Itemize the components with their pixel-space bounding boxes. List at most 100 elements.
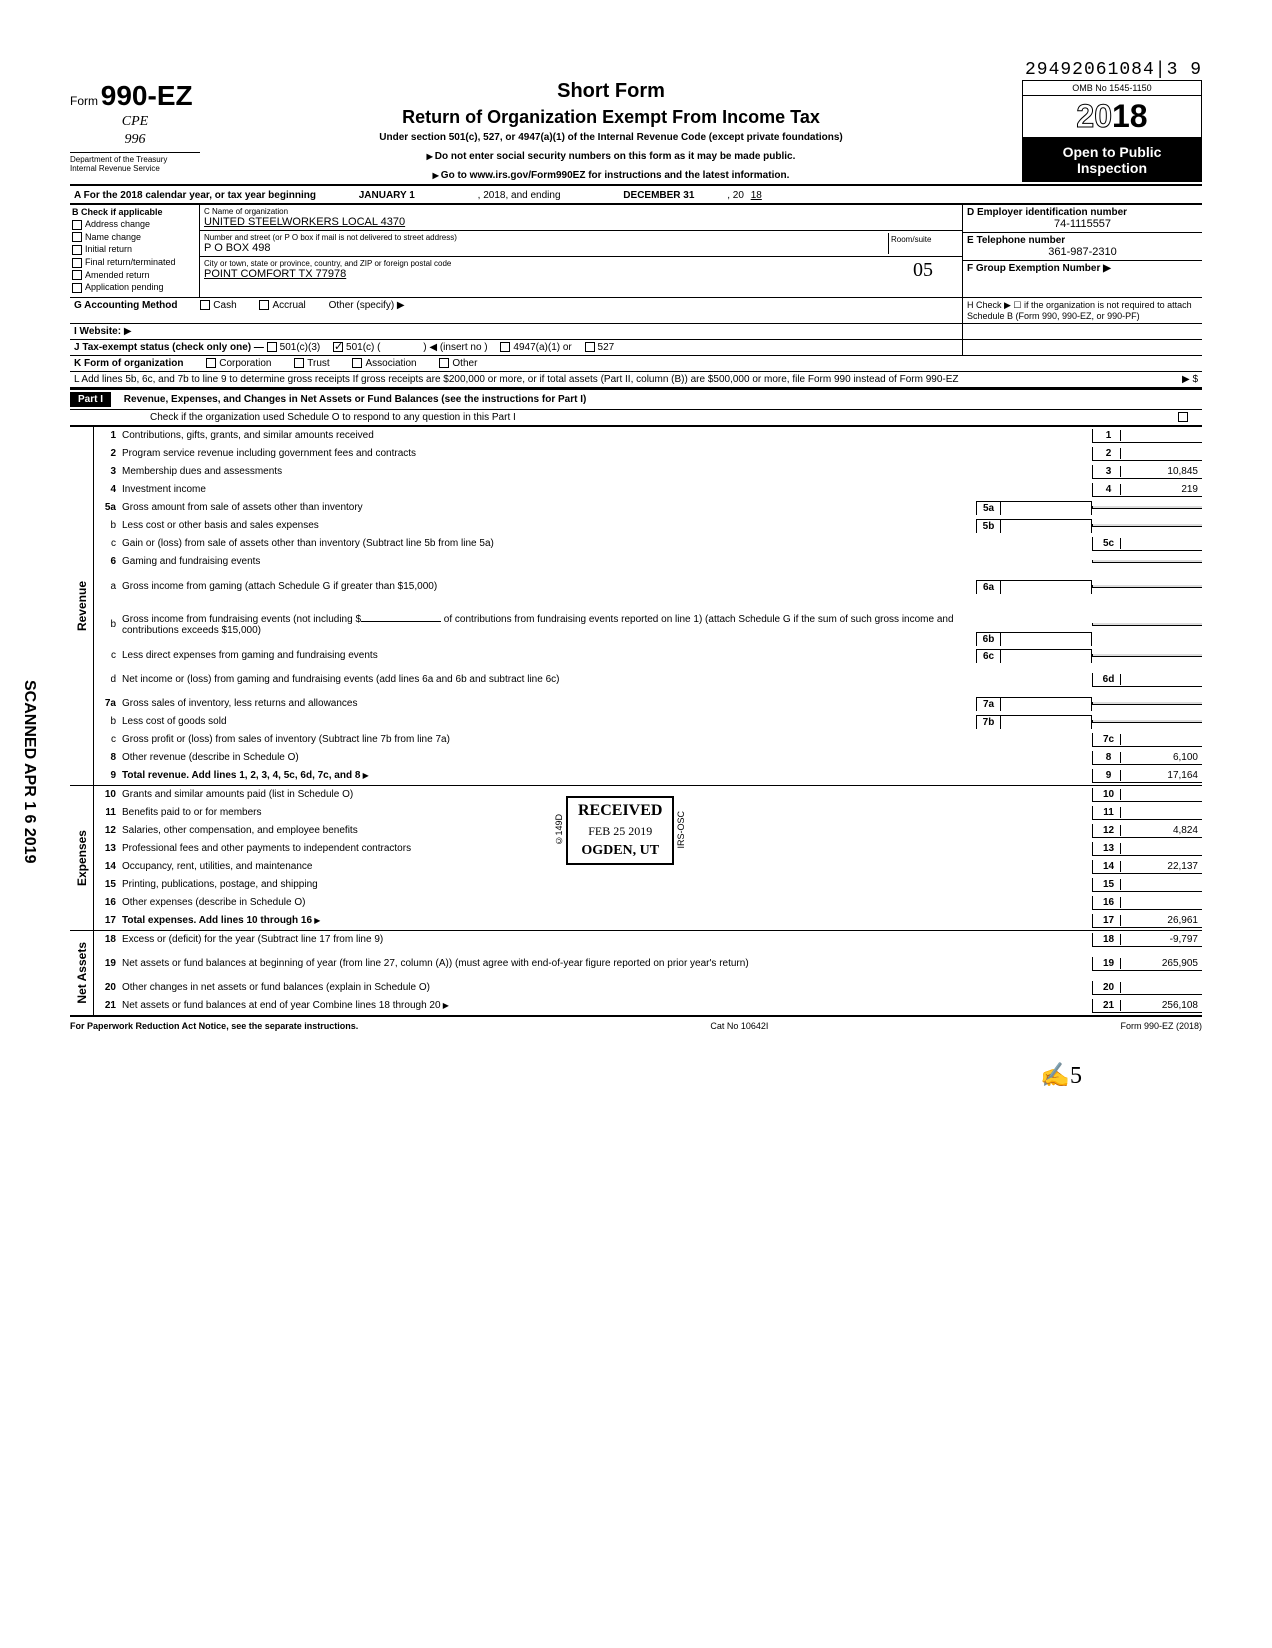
netassets-label: Net Assets: [70, 931, 94, 1015]
lbl-address: Address change: [85, 219, 150, 229]
chk-cash[interactable]: [200, 300, 210, 310]
col-b-header: B Check if applicable: [72, 207, 197, 217]
signature-mark: ✍5: [70, 1061, 1202, 1090]
chk-501c3[interactable]: [267, 342, 277, 352]
expenses-label: Expenses: [70, 786, 94, 930]
line-l: L Add lines 5b, 6c, and 7b to line 9 to …: [70, 372, 1052, 387]
chk-assoc[interactable]: [352, 358, 362, 368]
l8-text: Other revenue (describe in Schedule O): [122, 752, 1092, 763]
return-title: Return of Organization Exempt From Incom…: [210, 107, 1012, 128]
chk-other-org[interactable]: [439, 358, 449, 368]
l4-amt: 219: [1121, 484, 1198, 495]
l6a-text: Gross income from gaming (attach Schedul…: [122, 581, 976, 592]
chk-accrual[interactable]: [259, 300, 269, 310]
line-h: H Check ▶ ☐ if the organization is not r…: [962, 298, 1202, 323]
part1-title: Revenue, Expenses, and Changes in Net As…: [124, 394, 587, 405]
ssn-warning-text: Do not enter social security numbers on …: [435, 151, 796, 162]
l2-text: Program service revenue including govern…: [122, 448, 1092, 459]
chk-501c[interactable]: [333, 342, 343, 352]
tax-year: 2018: [1022, 96, 1202, 138]
footer: For Paperwork Reduction Act Notice, see …: [70, 1021, 1202, 1031]
lbl-other-org: Other: [452, 358, 477, 369]
stamp-number: 29492061084|3 9: [70, 60, 1202, 80]
l4-text: Investment income: [122, 484, 1092, 495]
l8-amt: 6,100: [1121, 752, 1198, 763]
goto-instr: Go to www.irs.gov/Form990EZ for instruct…: [210, 170, 1012, 181]
lbl-name: Name change: [85, 232, 141, 242]
phone-label: E Telephone number: [967, 235, 1198, 246]
stamp-side-r: IRS-OSC: [676, 811, 686, 849]
chk-527[interactable]: [585, 342, 595, 352]
chk-amended[interactable]: [72, 270, 82, 280]
lbl-501c: 501(c) (: [346, 342, 380, 353]
l20-text: Other changes in net assets or fund bala…: [122, 982, 1092, 993]
year-outline: 20: [1076, 98, 1112, 134]
cpe-mark2: 996: [70, 132, 200, 148]
year-solid: 18: [1112, 98, 1148, 134]
l1-amt: [1121, 430, 1198, 441]
l17-amt: 26,961: [1121, 915, 1198, 926]
right-box: OMB No 1545-1150 2018 Open to Public Ins…: [1022, 80, 1202, 182]
lbl-assoc: Association: [365, 358, 416, 369]
lbl-insert: ) ◀ (insert no ): [423, 342, 487, 353]
form-number: 990-EZ: [101, 80, 193, 111]
chk-initial[interactable]: [72, 245, 82, 255]
l6d-text: Net income or (loss) from gaming and fun…: [122, 674, 1092, 685]
l3-amt: 10,845: [1121, 466, 1198, 477]
ein-val: 74-1115557: [967, 218, 1198, 230]
form-prefix: Form: [70, 94, 98, 108]
revenue-label: Revenue: [70, 427, 94, 785]
goto-text: Go to www.irs.gov/Form990EZ for instruct…: [441, 170, 790, 181]
line-a-mid: , 2018, and ending: [478, 190, 561, 201]
chk-address[interactable]: [72, 220, 82, 230]
chk-name[interactable]: [72, 232, 82, 242]
l21-amt: 256,108: [1121, 1000, 1198, 1011]
l5c-text: Gain or (loss) from sale of assets other…: [122, 538, 1092, 549]
hw-05: 05: [888, 259, 958, 282]
lbl-accrual: Accrual: [272, 300, 305, 311]
lbl-final: Final return/terminated: [85, 257, 176, 267]
omb-number: OMB No 1545-1150: [1022, 80, 1202, 96]
chk-4947[interactable]: [500, 342, 510, 352]
lbl-initial: Initial return: [85, 244, 132, 254]
cpe-mark: CPE: [70, 114, 200, 130]
lbl-527: 527: [598, 342, 615, 353]
chk-final[interactable]: [72, 258, 82, 268]
chk-corp[interactable]: [206, 358, 216, 368]
l21-text: Net assets or fund balances at end of ye…: [122, 1000, 1092, 1011]
l5a-text: Gross amount from sale of assets other t…: [122, 502, 976, 513]
street-label: Number and street (or P O box if mail is…: [204, 233, 888, 242]
subtitle: Under section 501(c), 527, or 4947(a)(1)…: [210, 132, 1012, 143]
chk-trust[interactable]: [294, 358, 304, 368]
l6-text: Gaming and fundraising events: [122, 556, 1092, 567]
received-r2: FEB 25 2019: [578, 824, 662, 839]
part1-check: Check if the organization used Schedule …: [150, 412, 1178, 423]
footer-mid: Cat No 10642I: [710, 1021, 768, 1031]
short-form-title: Short Form: [210, 80, 1012, 103]
col-d: D Employer identification number 74-1115…: [962, 205, 1202, 297]
l7c-text: Gross profit or (loss) from sales of inv…: [122, 734, 1092, 745]
open-public: Open to Public Inspection: [1022, 138, 1202, 182]
room-suite: Room/suite: [888, 233, 958, 254]
stamp-side-l: ©149D: [554, 814, 564, 846]
l9-text: Total revenue. Add lines 1, 2, 3, 4, 5c,…: [122, 770, 1092, 781]
chk-part1[interactable]: [1178, 412, 1188, 422]
city-val: POINT COMFORT TX 77978: [204, 268, 888, 280]
org-name: UNITED STEELWORKERS LOCAL 4370: [204, 216, 958, 228]
l19-amt: 265,905: [1121, 958, 1198, 969]
line-a-yy: 18: [751, 190, 762, 201]
line-a-end: DECEMBER 31: [623, 190, 694, 201]
line-l-arrow: ▶ $: [1052, 372, 1202, 387]
l7c-amt: [1121, 734, 1198, 745]
l15-text: Printing, publications, postage, and shi…: [122, 879, 1092, 890]
chk-pending[interactable]: [72, 283, 82, 293]
received-r3: OGDEN, UT: [578, 843, 662, 859]
lbl-corp: Corporation: [219, 358, 271, 369]
ssn-warning: Do not enter social security numbers on …: [210, 151, 1012, 162]
city-label: City or town, state or province, country…: [204, 259, 888, 268]
phone-val: 361-987-2310: [967, 246, 1198, 258]
line-g-label: G Accounting Method: [74, 300, 178, 311]
l19-text: Net assets or fund balances at beginning…: [122, 958, 1092, 969]
l7a-text: Gross sales of inventory, less returns a…: [122, 698, 976, 709]
line-a-begin: JANUARY 1: [359, 190, 415, 201]
